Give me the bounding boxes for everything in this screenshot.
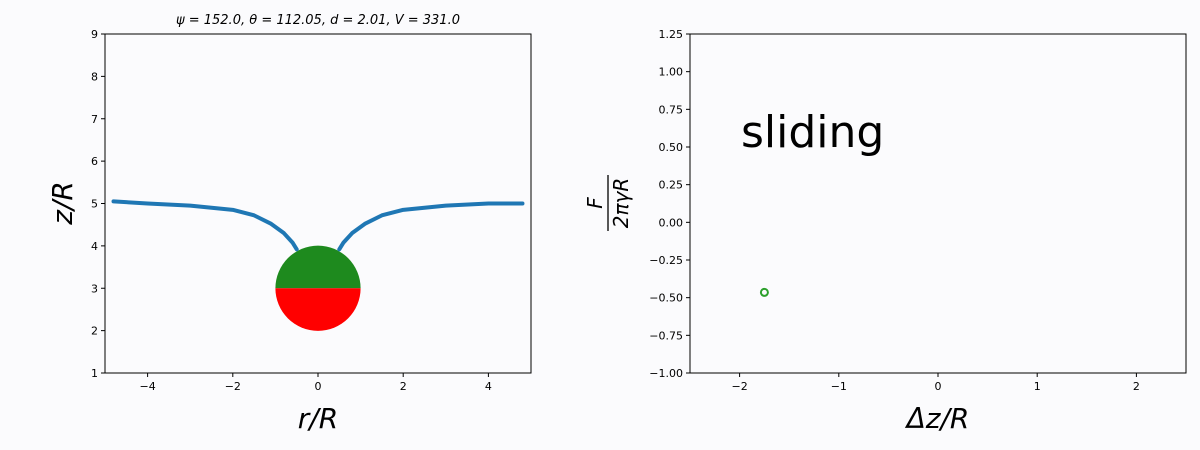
x-tick-label: 2 bbox=[1133, 380, 1140, 393]
y-tick-label: −0.75 bbox=[649, 329, 683, 342]
x-tick-label: −1 bbox=[831, 380, 847, 393]
y-label-denominator: 2πγR bbox=[609, 178, 633, 229]
y-tick-label: 0.00 bbox=[659, 216, 684, 229]
y-tick-label: 8 bbox=[91, 70, 98, 83]
left-y-ticks: 1 2 3 4 5 6 7 8 9 bbox=[91, 28, 105, 380]
y-tick-label: −1.00 bbox=[649, 367, 683, 380]
x-tick-label: 0 bbox=[315, 380, 322, 393]
left-x-axis-label: r/R bbox=[298, 402, 338, 435]
right-y-ticks: −1.00 −0.75 −0.50 −0.25 0.00 0.25 0.50 0.75 1.00… bbox=[649, 28, 690, 380]
right-chart: −2 −1 0 1 2 −1.00 −0.75 −0.50 −0.25 0.00 0.25 0.50… bbox=[583, 28, 1187, 435]
sphere-bottom-half bbox=[275, 288, 361, 331]
left-y-axis-label: z/R bbox=[46, 181, 79, 226]
x-tick-label: 2 bbox=[400, 380, 407, 393]
y-tick-label: 1.00 bbox=[659, 66, 684, 79]
right-x-ticks: −2 −1 0 1 2 bbox=[731, 373, 1140, 393]
y-tick-label: 6 bbox=[91, 155, 98, 168]
y-tick-label: −0.25 bbox=[649, 254, 683, 267]
y-tick-label: 0.50 bbox=[659, 141, 684, 154]
left-x-ticks: −4 −2 0 2 4 bbox=[139, 373, 492, 393]
y-tick-label: 0.25 bbox=[659, 179, 684, 192]
x-tick-label: −2 bbox=[225, 380, 241, 393]
interface-line bbox=[337, 201, 525, 252]
left-chart: ψ = 152.0, θ = 112.05, d = 2.01, V = 331… bbox=[46, 13, 532, 435]
x-tick-label: −2 bbox=[731, 380, 747, 393]
y-label-numerator: F bbox=[583, 197, 607, 209]
y-tick-label: 5 bbox=[91, 198, 98, 211]
y-tick-label: 1.25 bbox=[659, 28, 684, 41]
y-tick-label: 3 bbox=[91, 282, 98, 295]
right-axes-frame bbox=[689, 33, 1187, 374]
y-tick-label: 4 bbox=[91, 240, 98, 253]
data-point bbox=[759, 287, 769, 297]
interface-line bbox=[111, 199, 299, 252]
right-y-axis-label: F 2πγR bbox=[583, 175, 633, 231]
sliding-annotation: sliding bbox=[741, 107, 884, 158]
x-tick-label: 1 bbox=[1034, 380, 1041, 393]
y-tick-label: 1 bbox=[91, 367, 98, 380]
x-tick-label: −4 bbox=[139, 380, 155, 393]
y-tick-label: 0.75 bbox=[659, 103, 684, 116]
x-tick-label: 0 bbox=[935, 380, 942, 393]
y-tick-label: 2 bbox=[91, 325, 98, 338]
right-plot-area bbox=[759, 287, 769, 297]
x-tick-label: 4 bbox=[485, 380, 492, 393]
right-x-axis-label: Δz/R bbox=[905, 402, 970, 435]
y-tick-label: 7 bbox=[91, 113, 98, 126]
y-tick-label: −0.50 bbox=[649, 292, 683, 305]
chart-title: ψ = 152.0, θ = 112.05, d = 2.01, V = 331… bbox=[176, 13, 460, 28]
sphere-top-half bbox=[275, 245, 361, 289]
left-plot-area bbox=[111, 199, 525, 331]
y-tick-label: 9 bbox=[91, 28, 98, 41]
